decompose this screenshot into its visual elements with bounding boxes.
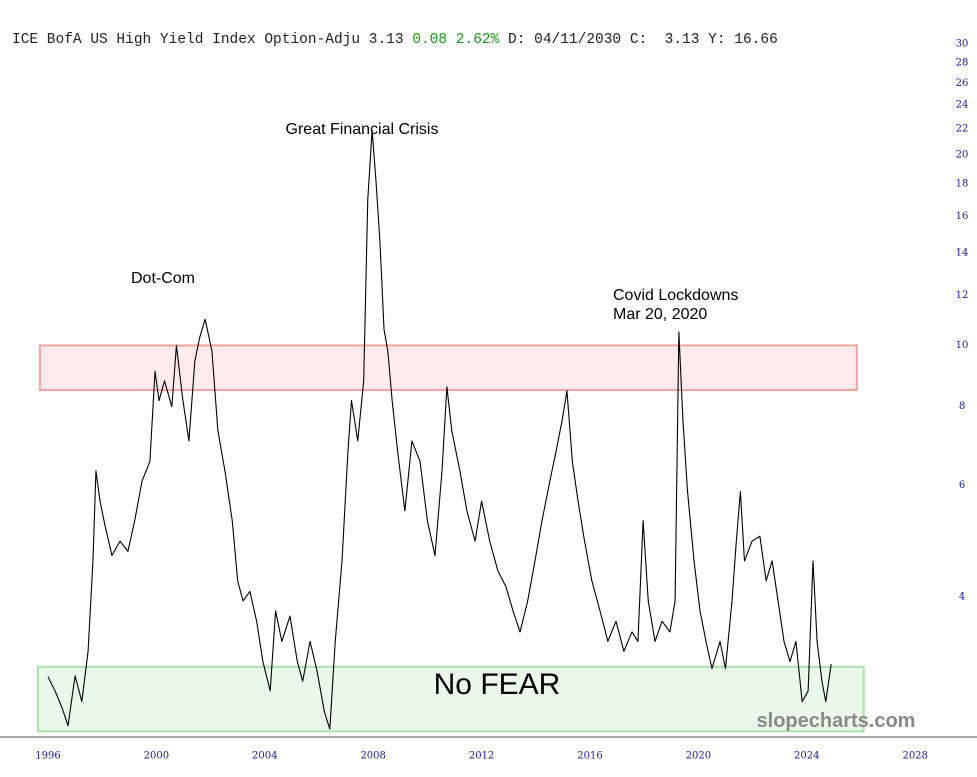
series-line [47, 129, 832, 730]
x-tick-label: 2004 [252, 751, 277, 762]
x-tick-label: 2016 [577, 751, 602, 762]
plot [47, 129, 832, 730]
x-tick-label: 2012 [469, 751, 494, 762]
series-name: ICE BofA US High Yield Index Option-Adju [12, 32, 361, 48]
header: ICE BofA US High Yield Index Option-Adju… [12, 32, 778, 48]
y-tick-label: 28 [956, 57, 969, 68]
annotation: Covid Lockdowns [613, 287, 738, 304]
close: C: 3.13 [629, 32, 700, 48]
y-tick-label: 4 [959, 591, 965, 602]
x-tick-label: 1996 [35, 751, 60, 762]
y-tick-label: 26 [956, 78, 969, 89]
y-value: Y: 16.66 [708, 32, 778, 48]
y-tick-label: 8 [959, 401, 965, 412]
x-tick-label: 2020 [686, 751, 711, 762]
band [38, 344, 858, 392]
band [36, 665, 865, 733]
change-pct: 2.62% [455, 32, 500, 48]
y-tick-label: 10 [956, 340, 969, 351]
y-tick-label: 12 [956, 290, 969, 301]
x-tick-label: 2008 [360, 751, 385, 762]
x-tick-label: 2024 [794, 751, 819, 762]
y-tick-label: 16 [956, 211, 969, 222]
last: 3.13 [368, 32, 404, 48]
watermark: slopecharts.com [757, 710, 916, 732]
annotation: Mar 20, 2020 [613, 306, 707, 323]
y-tick-label: 6 [959, 480, 965, 491]
annotation: Dot-Com [131, 270, 195, 287]
y-tick-label: 30 [956, 38, 969, 49]
y-tick-label: 24 [956, 100, 969, 111]
date: D: 04/11/2030 [508, 32, 622, 48]
x-tick-label: 2000 [144, 751, 169, 762]
change: 0.08 [412, 32, 448, 48]
x-tick-label: 2028 [902, 751, 927, 762]
y-tick-label: 20 [956, 150, 969, 161]
y-tick-label: 22 [956, 124, 969, 135]
y-tick-label: 18 [956, 179, 969, 190]
y-tick-label: 14 [956, 248, 969, 259]
annotation: Great Financial Crisis [286, 121, 439, 138]
annotation: No FEAR [434, 668, 561, 701]
